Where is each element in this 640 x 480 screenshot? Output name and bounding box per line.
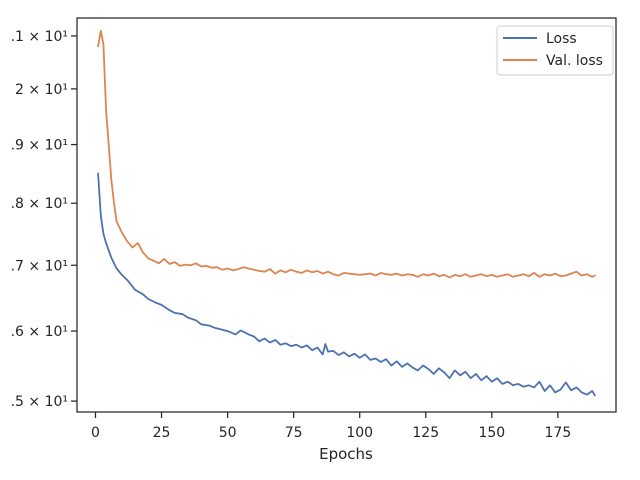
x-tick-label: 100: [346, 425, 373, 441]
legend-label-loss: Loss: [546, 31, 577, 47]
x-tick-label: 75: [285, 425, 303, 441]
x-tick-label: 125: [412, 425, 439, 441]
x-tick-label: 0: [91, 425, 100, 441]
y-tick-label: 2 × 10¹: [15, 82, 68, 98]
x-axis-title: Epochs: [319, 445, 373, 463]
legend-label-val-loss: Val. loss: [546, 53, 603, 69]
series-line-loss: [97, 172, 596, 397]
x-tick-label: 175: [545, 425, 572, 441]
plot-frame: [76, 17, 617, 413]
series-layer: [97, 29, 596, 397]
y-tick-label: .6 × 10¹: [11, 324, 68, 340]
y-tick-label: .7 × 10¹: [11, 258, 68, 274]
x-axis-ticks: 0 25 50 75 100 125 150 175: [91, 412, 571, 441]
y-axis-ticks: .5 × 10¹ .6 × 10¹ .7 × 10¹ .8 × 10¹ .9 × 10¹…: [11, 29, 77, 410]
y-tick-label: .8 × 10¹: [11, 196, 68, 212]
y-tick-label: .5 × 10¹: [11, 394, 68, 410]
x-tick-label: 150: [478, 425, 505, 441]
series-line-val-loss: [97, 29, 596, 279]
x-tick-label: 50: [219, 425, 237, 441]
y-tick-label: .9 × 10¹: [11, 138, 68, 154]
legend: Loss Val. loss: [496, 25, 614, 76]
y-tick-label: .1 × 10¹: [11, 29, 68, 45]
x-tick-label: 25: [153, 425, 171, 441]
